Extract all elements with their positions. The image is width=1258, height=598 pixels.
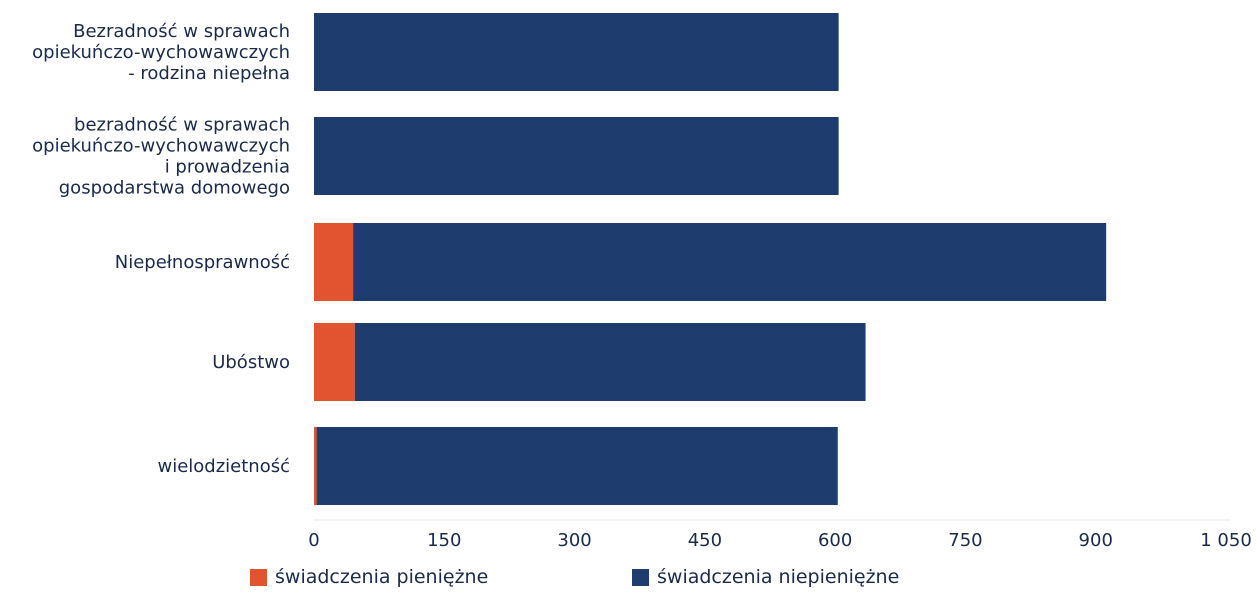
stacked-bar-chart: Bezradność w sprawach opiekuńczo-wychowaw… bbox=[32, 13, 1252, 551]
bars-group bbox=[314, 13, 1107, 505]
bar-niepieniezne-1 bbox=[314, 117, 839, 195]
x-tick-label-3: 450 bbox=[688, 530, 722, 551]
x-tick-label-4: 600 bbox=[818, 530, 852, 551]
x-tick-label-6: 900 bbox=[1079, 530, 1113, 551]
legend-label-pieniezne: świadczenia pieniężne bbox=[275, 566, 489, 588]
category-labels: Bezradność w sprawach opiekuńczo-wychowaw… bbox=[32, 21, 290, 477]
x-tick-label-7: 1 050 bbox=[1200, 530, 1252, 551]
category-label-0: Bezradność w sprawach opiekuńczo-wychowaw… bbox=[32, 21, 290, 84]
category-label-1: bezradność w sprawach opiekuńczo-wychowaw… bbox=[32, 115, 290, 199]
bar-pieniezne-3 bbox=[314, 323, 355, 401]
bar-pieniezne-2 bbox=[314, 223, 354, 301]
legend-item-pieniezne: świadczenia pieniężne bbox=[250, 566, 488, 588]
legend-item-niepieniezne: świadczenia niepieniężne bbox=[632, 566, 899, 588]
x-tick-label-2: 300 bbox=[557, 530, 591, 551]
legend: świadczenia pieniężne świadczenia niepie… bbox=[0, 566, 1258, 596]
category-label-3: Ubóstwo bbox=[212, 352, 290, 373]
x-axis-ticks: 0 150 300 450 600 750 900 1 050 bbox=[308, 530, 1252, 551]
legend-swatch-niepieniezne bbox=[632, 568, 649, 586]
bar-niepieniezne-2 bbox=[353, 223, 1107, 301]
x-tick-label-1: 150 bbox=[427, 530, 461, 551]
category-label-4: wielodzietność bbox=[157, 456, 290, 477]
bar-pieniezne-4 bbox=[314, 427, 317, 505]
x-tick-label-5: 750 bbox=[948, 530, 982, 551]
bar-niepieniezne-3 bbox=[354, 323, 866, 401]
bar-niepieniezne-4 bbox=[316, 427, 838, 505]
category-label-2: Niepełnosprawność bbox=[115, 252, 290, 273]
legend-swatch-pieniezne bbox=[250, 568, 267, 586]
x-tick-label-0: 0 bbox=[308, 530, 319, 551]
bar-niepieniezne-0 bbox=[314, 13, 839, 91]
legend-label-niepieniezne: świadczenia niepieniężne bbox=[657, 566, 900, 588]
